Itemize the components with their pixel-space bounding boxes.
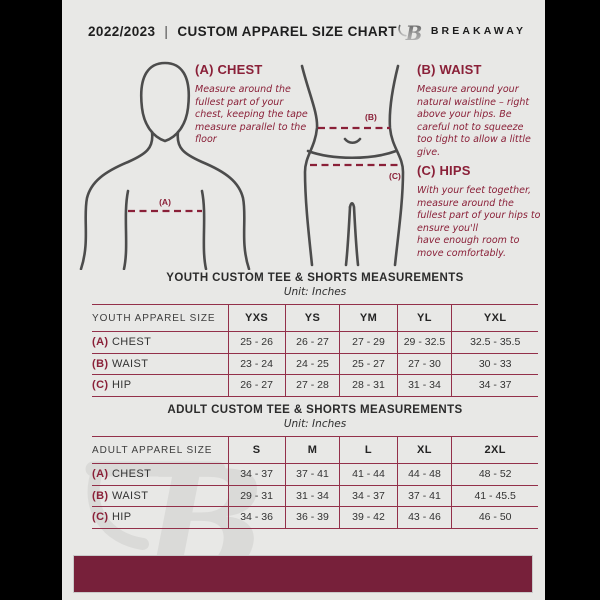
- measurement-row-label: (A) CHEST: [92, 463, 229, 485]
- measurement-value-cell: 31 - 34: [396, 374, 452, 397]
- guide-chest-body: Measure around the fullest part of your …: [195, 84, 308, 146]
- measurement-row-label: (B) WAIST: [92, 484, 229, 507]
- measurement-value-cell: 26 - 27: [284, 331, 340, 353]
- table-row: (B) WAIST 29 - 31 31 - 34 34 - 37 37 - 41 41 …: [92, 484, 538, 507]
- title-year: 2022/2023: [88, 23, 156, 39]
- apparel-size-header: ADULT APPAREL SIZE: [92, 436, 229, 464]
- table-row: (A) CHEST 34 - 37 37 - 41 41 - 44 44 - 48 48 …: [92, 463, 538, 485]
- size-column-header: YL: [396, 304, 452, 332]
- measurement-value-cell: 44 - 48: [396, 463, 452, 485]
- title-separator: |: [164, 23, 169, 39]
- measurement-value-cell: 41 - 45.5: [451, 484, 538, 507]
- row-marker: (A): [92, 468, 109, 481]
- measurement-value-cell: 25 - 27: [339, 352, 398, 375]
- row-marker: (B): [92, 357, 109, 370]
- measurement-value-cell: 24 - 25: [284, 352, 340, 375]
- measurement-value-cell: 27 - 28: [284, 374, 340, 397]
- measurement-row-label: (A) CHEST: [92, 331, 229, 353]
- footer-bar: [73, 555, 533, 593]
- measurement-value-cell: 31 - 34: [284, 484, 340, 507]
- measurement-value-cell: 28 - 31: [339, 374, 398, 397]
- measurement-value-cell: 46 - 50: [451, 506, 538, 529]
- measurement-value-cell: 30 - 33: [451, 352, 538, 375]
- letterbox-right: [545, 0, 600, 600]
- measurement-value-cell: 41 - 44: [339, 463, 398, 485]
- row-marker: (C): [92, 379, 109, 392]
- apparel-size-header: YOUTH APPAREL SIZE: [92, 304, 229, 332]
- measurement-value-cell: 23 - 24: [227, 352, 286, 375]
- table-row: (A) CHEST 25 - 26 26 - 27 27 - 29 29 - 32.5 3…: [92, 331, 538, 353]
- size-column-header: YS: [284, 304, 340, 332]
- measurement-value-cell: 34 - 36: [227, 506, 286, 529]
- svg-text:B: B: [405, 22, 423, 43]
- guide-chest-heading: (A) CHEST: [195, 62, 263, 77]
- measurement-value-cell: 36 - 39: [284, 506, 340, 529]
- header: 2022/2023 | CUSTOM APPAREL SIZE CHART: [88, 19, 523, 43]
- waist-marker-label: (B): [365, 112, 377, 122]
- adult-size-table: ADULT APPAREL SIZE S M L XL 2XL (A) CHEST 34 - …: [92, 436, 538, 529]
- document: 2022/2023 | CUSTOM APPAREL SIZE CHART: [62, 0, 545, 600]
- adult-table-title: ADULT CUSTOM TEE & SHORTS MEASUREMENTS: [167, 404, 463, 416]
- guide-waist-heading: (B) WAIST: [417, 62, 482, 77]
- measurement-value-cell: 29 - 31: [227, 484, 286, 507]
- youth-table-unit: Unit: Inches: [283, 286, 347, 298]
- youth-size-table: YOUTH APPAREL SIZE YXS YS YM YL YXL (A) CHEST 2…: [92, 304, 538, 397]
- brand-name: BREAKAWAY: [430, 25, 527, 37]
- guide-hips-heading: (C) HIPS: [417, 163, 471, 178]
- measurement-value-cell: 34 - 37: [227, 463, 286, 485]
- title-text: CUSTOM APPAREL SIZE CHART: [177, 23, 397, 39]
- table-header-row: YOUTH APPAREL SIZE YXS YS YM YL YXL: [92, 304, 538, 332]
- size-column-header: S: [227, 436, 286, 464]
- youth-table-title: YOUTH CUSTOM TEE & SHORTS MEASUREMENTS: [166, 272, 464, 284]
- measurement-value-cell: 32.5 - 35.5: [451, 331, 538, 353]
- measurement-value-cell: 37 - 41: [396, 484, 452, 507]
- measurement-value-cell: 29 - 32.5: [396, 331, 452, 353]
- size-column-header: YM: [339, 304, 398, 332]
- size-column-header: XL: [396, 436, 452, 464]
- measurement-value-cell: 37 - 41: [284, 463, 340, 485]
- measurement-row-label: (C) HIP: [92, 506, 229, 529]
- measurement-value-cell: 48 - 52: [451, 463, 538, 485]
- letterbox-left: [0, 0, 62, 600]
- size-column-header: L: [339, 436, 398, 464]
- size-column-header: 2XL: [451, 436, 538, 464]
- measurement-value-cell: 27 - 30: [396, 352, 452, 375]
- measurement-value-cell: 34 - 37: [339, 484, 398, 507]
- hips-marker-label: (C): [389, 171, 401, 181]
- size-column-header: YXL: [451, 304, 538, 332]
- guide-hips-body: With your feet together, measure around …: [417, 185, 541, 259]
- table-header-row: ADULT APPAREL SIZE S M L XL 2XL: [92, 436, 538, 464]
- upper-body-figure: (A): [79, 61, 251, 270]
- measurement-row-label: (B) WAIST: [92, 352, 229, 375]
- measurement-value-cell: 25 - 26: [227, 331, 286, 353]
- guide-waist-body: Measure around your natural waistline – …: [417, 84, 531, 158]
- table-row: (B) WAIST 23 - 24 24 - 25 25 - 27 27 - 30 30 …: [92, 352, 538, 375]
- measurement-value-cell: 34 - 37: [451, 374, 538, 397]
- chest-marker-label: (A): [159, 197, 171, 207]
- measurement-value-cell: 43 - 46: [396, 506, 452, 529]
- breakaway-b-logo-icon: B: [397, 22, 423, 43]
- row-marker: (A): [92, 336, 109, 349]
- size-column-header: M: [284, 436, 340, 464]
- measurement-value-cell: 26 - 27: [227, 374, 286, 397]
- table-row: (C) HIP 34 - 36 36 - 39 39 - 42 43 - 46 46 - …: [92, 506, 538, 529]
- guide-section-chest: (A) CHEST Measure around the fullest par…: [195, 62, 313, 147]
- measurement-row-label: (C) HIP: [92, 374, 229, 397]
- lower-body-figure: (B) (C): [300, 64, 405, 267]
- row-marker: (C): [92, 511, 109, 524]
- guide-section-waist: (B) WAIST Measure around your natural wa…: [417, 62, 539, 160]
- measurement-value-cell: 27 - 29: [339, 331, 398, 353]
- page-title: 2022/2023 | CUSTOM APPAREL SIZE CHART: [88, 24, 397, 39]
- size-column-header: YXS: [227, 304, 286, 332]
- brand-lockup: B BREAKAWAY: [397, 19, 526, 43]
- table-row: (C) HIP 26 - 27 27 - 28 28 - 31 31 - 34 34 - …: [92, 374, 538, 397]
- adult-table-unit: Unit: Inches: [283, 418, 347, 430]
- measurement-value-cell: 39 - 42: [339, 506, 398, 529]
- guide-section-hips: (C) HIPS With your feet together, measur…: [417, 163, 543, 261]
- row-marker: (B): [92, 489, 109, 502]
